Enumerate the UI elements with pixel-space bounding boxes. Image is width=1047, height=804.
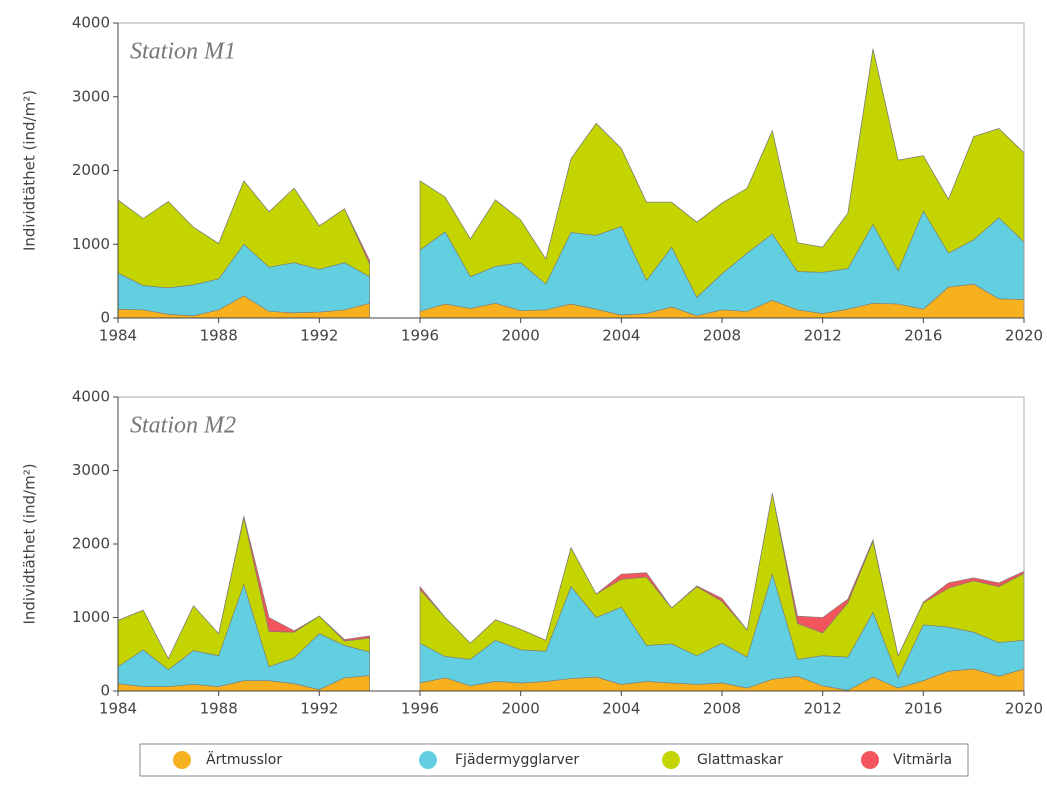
x-tick-label: 2012 <box>804 700 842 718</box>
area <box>117 180 370 265</box>
y-tick-label: 1000 <box>72 235 110 253</box>
legend-label: Ärtmusslor <box>206 750 282 768</box>
x-tick-label: 2000 <box>502 700 540 718</box>
y-tick-label: 1000 <box>72 608 110 626</box>
legend-marker <box>419 751 437 769</box>
legend-box <box>139 743 969 777</box>
legend-marker <box>173 751 191 769</box>
x-tick-label: 2012 <box>804 327 842 345</box>
x-tick-label: 1984 <box>99 327 137 345</box>
x-tick-label: 1984 <box>99 700 137 718</box>
x-tick-label: 1996 <box>401 327 439 345</box>
y-tick-label: 2000 <box>72 161 110 179</box>
legend-marker <box>662 751 680 769</box>
chart-title: Station M2 <box>130 413 236 439</box>
x-tick-label: 1992 <box>300 327 338 345</box>
x-tick-label: 1988 <box>200 700 238 718</box>
y-tick-label: 2000 <box>72 535 110 553</box>
y-tick-label: 0 <box>100 309 110 327</box>
y-tick-label: 4000 <box>72 14 110 32</box>
y-tick-label: 0 <box>100 682 110 700</box>
x-tick-label: 2016 <box>904 700 942 718</box>
y-axis-label: Individtäthet (ind/m²) <box>21 90 39 251</box>
legend-marker <box>861 751 879 769</box>
x-tick-label: 2020 <box>1005 327 1043 345</box>
x-tick-label: 1988 <box>200 327 238 345</box>
x-tick-label: 2004 <box>602 700 640 718</box>
legend-label: Vitmärla <box>893 752 952 768</box>
x-tick-label: 2004 <box>602 327 640 345</box>
chart-title: Station M1 <box>130 39 236 65</box>
legend-label: Glattmaskar <box>697 752 783 768</box>
x-tick-label: 2020 <box>1005 700 1043 718</box>
x-tick-label: 2008 <box>703 327 741 345</box>
y-tick-label: 4000 <box>72 388 110 406</box>
area <box>117 515 370 660</box>
x-tick-label: 2008 <box>703 700 741 718</box>
x-tick-label: 1996 <box>401 700 439 718</box>
y-axis-label: Individtäthet (ind/m²) <box>21 463 39 624</box>
x-tick-label: 2000 <box>502 327 540 345</box>
x-tick-label: 1992 <box>300 700 338 718</box>
y-tick-label: 3000 <box>72 461 110 479</box>
y-tick-label: 3000 <box>72 87 110 105</box>
legend-label: Fjädermygglarver <box>455 752 579 768</box>
x-tick-label: 2016 <box>904 327 942 345</box>
